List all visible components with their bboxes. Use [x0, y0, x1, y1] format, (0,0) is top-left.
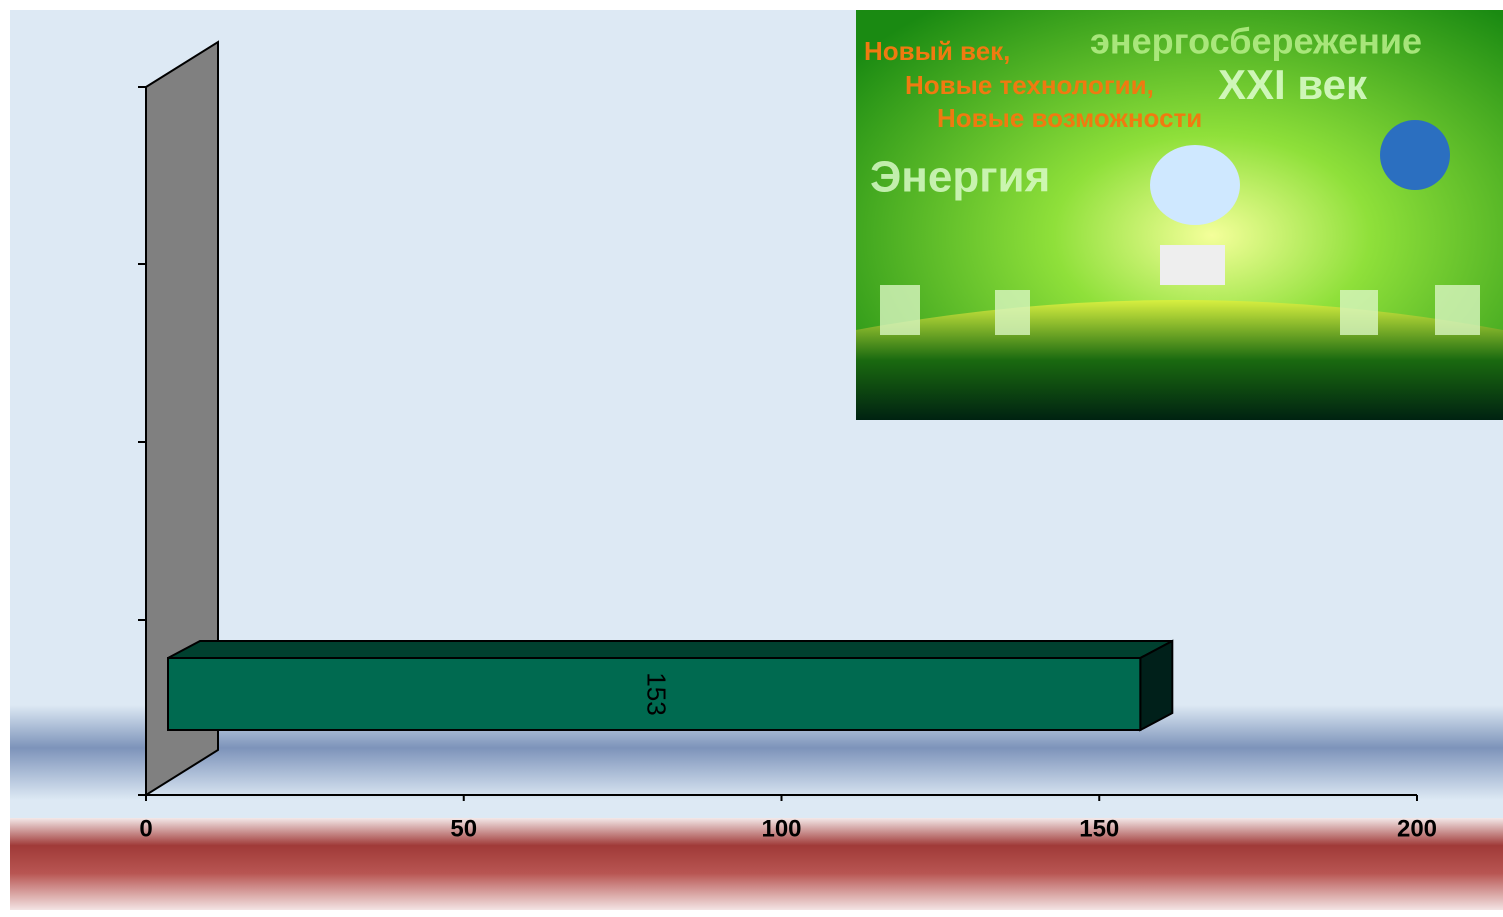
bar [167, 639, 1174, 732]
x-tick-label: 0 [139, 815, 152, 842]
red-band [10, 818, 1503, 910]
x-tick-label: 150 [1079, 815, 1119, 842]
banner: Новый век, Новые технологии, Новые возмо… [856, 10, 1503, 420]
banner-text: энергосбережение [1090, 21, 1422, 62]
x-tick-label: 200 [1397, 815, 1437, 842]
banner-text: Энергия [870, 153, 1050, 202]
x-tick-label: 50 [450, 815, 477, 842]
banner-text: Новые возможности [937, 103, 1202, 133]
banner-text: Новые технологии, [905, 70, 1154, 100]
x-tick-label: 100 [761, 815, 801, 842]
banner-text: XXI век [1218, 61, 1368, 108]
y-axis-ticks [138, 86, 146, 796]
banner-text: Новый век, [864, 36, 1010, 66]
value-label: 153 [641, 672, 671, 715]
